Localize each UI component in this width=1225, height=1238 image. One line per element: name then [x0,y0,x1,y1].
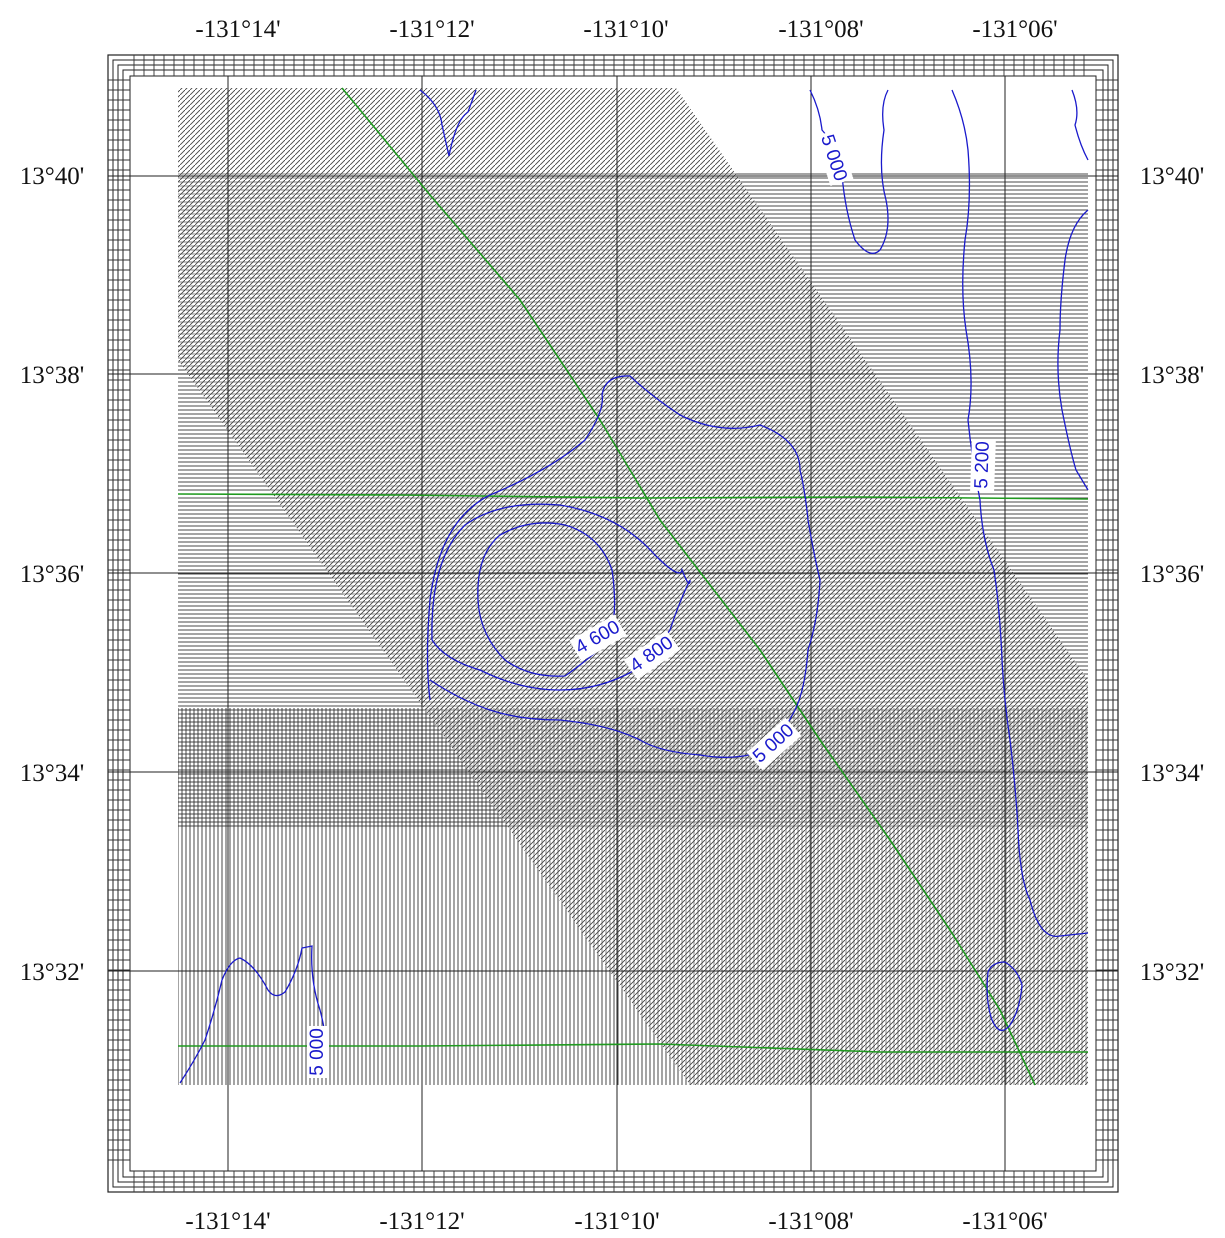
longitude-labels-top: -131°14' -131°12' -131°10' -131°08' -131… [195,16,1057,43]
lon-label-top: -131°08' [778,16,863,43]
lat-label-right: 13°38' [1140,362,1205,389]
lat-label-left: 13°40' [20,163,85,190]
lon-label-bottom: -131°12' [379,1208,464,1235]
track-lower-horizontal [178,1043,1088,1053]
lon-label-bottom: -131°06' [962,1208,1047,1235]
lon-label-top: -131°14' [195,16,280,43]
lat-label-left: 13°32' [20,959,85,986]
lon-label-bottom: -131°14' [185,1208,270,1235]
frame-ticks [108,55,1118,1192]
lon-label-top: -131°12' [389,16,474,43]
contour-5000-mound [426,375,821,758]
contour-right-edge [1057,89,1089,491]
track-diagonal [341,87,1036,1086]
lon-label-bottom: -131°08' [768,1208,853,1235]
ship-tracks [177,87,1089,1086]
graticule [108,76,1118,1171]
hatch-areas [178,88,1088,1085]
lat-label-right: 13°36' [1140,561,1205,588]
lon-label-top: -131°06' [972,16,1057,43]
contour-top-small [419,89,477,157]
lat-label-right: 13°34' [1140,760,1205,787]
track-upper-horizontal [177,493,1089,500]
contour-bottom-left [179,945,327,1084]
latitude-labels-right: 13°40' 13°38' 13°36' 13°34' 13°32' [1140,163,1205,986]
lat-label-left: 13°38' [20,362,85,389]
contour-bottom-right-ring [986,961,1023,1032]
latitude-labels-left: 13°40' 13°38' 13°36' 13°34' 13°32' [20,163,85,986]
lon-label-top: -131°10' [583,16,668,43]
contour-4800 [431,503,691,691]
lat-label-left: 13°34' [20,760,85,787]
contour-5200 [951,89,1089,937]
lat-label-left: 13°36' [20,561,85,588]
contour-label-5200: 5 200 [971,441,994,489]
longitude-labels-bottom: -131°14' -131°12' -131°10' -131°08' -131… [185,1208,1047,1235]
map-frame [107,54,1119,1193]
lat-label-right: 13°40' [1140,163,1205,190]
lon-label-bottom: -131°10' [574,1208,659,1235]
lat-label-right: 13°32' [1140,959,1205,986]
contour-label-5000-bottom: 5 000 [307,1028,328,1076]
contour-4600 [477,522,616,677]
